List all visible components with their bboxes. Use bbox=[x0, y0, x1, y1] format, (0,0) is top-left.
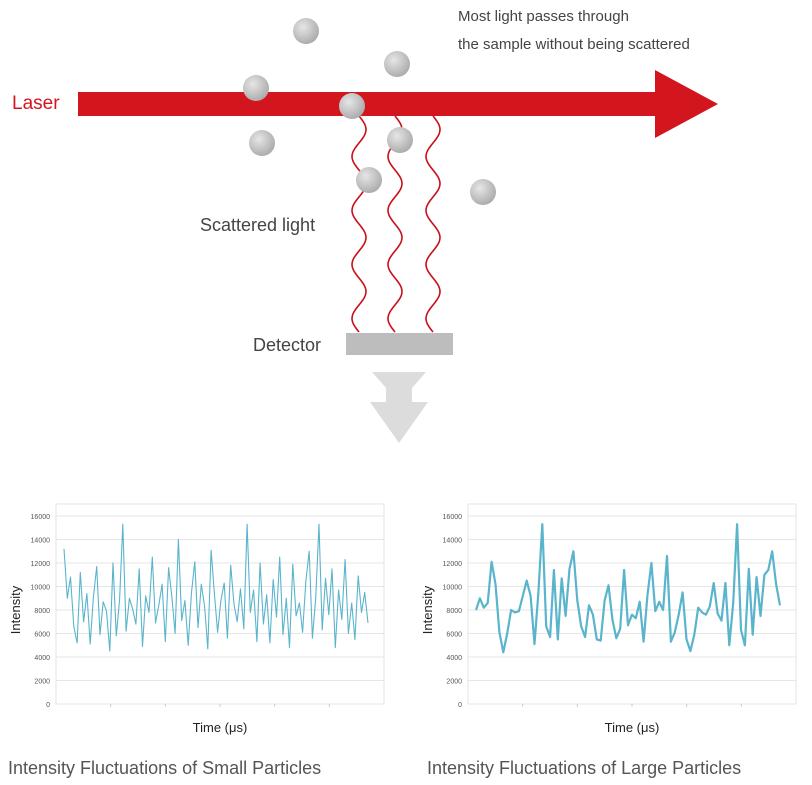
y-tick-label: 0 bbox=[46, 702, 50, 709]
y-tick-label: 4000 bbox=[34, 655, 50, 662]
y-tick-label: 10000 bbox=[31, 585, 51, 592]
y-tick-label: 12000 bbox=[31, 561, 51, 568]
wave-middle bbox=[387, 115, 403, 333]
chart-large-particles: 0 2000 4000 6000 8000 10000 12000 14000 16000 Int… bbox=[420, 503, 797, 735]
y-tick-label: 6000 bbox=[34, 632, 50, 639]
y-tick-label: 12000 bbox=[443, 561, 463, 568]
y-tick-label: 16000 bbox=[31, 514, 51, 521]
y-tick-label: 14000 bbox=[443, 538, 463, 545]
detector-label: Detector bbox=[253, 335, 322, 355]
scattering-diagram bbox=[78, 18, 718, 443]
particles bbox=[243, 18, 496, 205]
chart-small-particles: 0 2000 4000 6000 8000 10000 12000 14000 16000 Int… bbox=[8, 503, 385, 735]
detector bbox=[346, 333, 453, 355]
y-tick-label: 2000 bbox=[34, 679, 50, 686]
plot-area bbox=[467, 503, 797, 705]
y-tick-label: 10000 bbox=[443, 585, 463, 592]
y-tick-label: 14000 bbox=[31, 538, 51, 545]
series-line bbox=[474, 523, 782, 654]
y-tick-label: 8000 bbox=[446, 608, 462, 615]
particle bbox=[384, 51, 410, 77]
y-tick-label: 8000 bbox=[34, 608, 50, 615]
particle bbox=[293, 18, 319, 44]
down-arrow-icon bbox=[370, 372, 428, 443]
y-tick-label: 4000 bbox=[446, 655, 462, 662]
laser-label: Laser bbox=[12, 93, 60, 114]
scattered-light-label: Scattered light bbox=[200, 215, 316, 235]
y-tick-label: 16000 bbox=[443, 514, 463, 521]
y-tick-label: 6000 bbox=[446, 632, 462, 639]
particle bbox=[356, 167, 382, 193]
caption-small-particles: Intensity Fluctuations of Small Particle… bbox=[8, 758, 322, 778]
particle bbox=[249, 130, 275, 156]
unscattered-note-line-1: Most light passes through bbox=[458, 8, 629, 25]
particle bbox=[387, 127, 413, 153]
x-axis-label: Time (μs) bbox=[193, 720, 248, 735]
y-axis-label: Intensity bbox=[420, 585, 435, 634]
particle bbox=[243, 75, 269, 101]
y-axis-label: Intensity bbox=[8, 585, 23, 634]
particle bbox=[470, 179, 496, 205]
wave-left bbox=[351, 115, 367, 333]
unscattered-note-line-2: the sample without being scattered bbox=[458, 36, 690, 53]
wave-right bbox=[425, 115, 441, 333]
laser-beam-arrow bbox=[78, 70, 718, 138]
caption-large-particles: Intensity Fluctuations of Large Particle… bbox=[427, 758, 742, 778]
particle bbox=[339, 93, 365, 119]
scattered-light-waves bbox=[351, 115, 441, 333]
y-tick-label: 2000 bbox=[446, 679, 462, 686]
x-axis-label: Time (μs) bbox=[605, 720, 660, 735]
series-line bbox=[63, 523, 369, 652]
y-tick-label: 0 bbox=[458, 702, 462, 709]
